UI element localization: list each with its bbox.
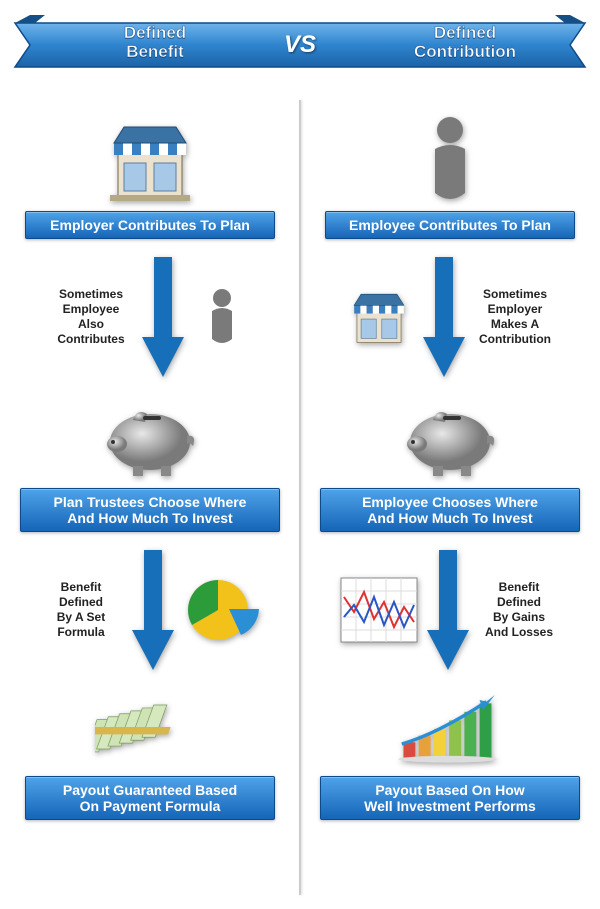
person-icon [192, 282, 252, 352]
banner-right-title: Defined Contribution [365, 23, 565, 61]
label-employer-contributes: Employer Contributes To Plan [25, 211, 275, 239]
line-chart-icon [339, 575, 419, 645]
down-arrow-icon [132, 550, 174, 670]
left-arrow-row-1: Sometimes Employee Also Contributes [12, 257, 288, 377]
right-column: Employee Contributes To Plan [300, 100, 600, 820]
storefront-icon [95, 112, 205, 207]
label-employee-contributes: Employee Contributes To Plan [325, 211, 575, 239]
header-banner: Defined Benefit VS Defined Contribution [0, 15, 600, 75]
note-set-formula: Benefit Defined By A Set Formula [39, 580, 124, 640]
bar-growth-icon [395, 682, 505, 772]
storefront-icon [343, 282, 415, 352]
note-gains-losses: Benefit Defined By Gains And Losses [477, 580, 562, 640]
label-trustees-choose: Plan Trustees Choose Where And How Much … [20, 488, 280, 532]
person-icon [395, 112, 505, 207]
label-payout-performance: Payout Based On How Well Investment Perf… [320, 776, 580, 820]
banner-left-title: Defined Benefit [55, 23, 255, 61]
left-column: Employer Contributes To Plan Sometimes E… [0, 100, 300, 820]
down-arrow-icon [142, 257, 184, 377]
cash-domino-icon [95, 682, 205, 772]
note-employer-contribution: Sometimes Employer Makes A Contribution [473, 287, 558, 347]
label-employee-chooses: Employee Chooses Where And How Much To I… [320, 488, 580, 532]
columns-container: Employer Contributes To Plan Sometimes E… [0, 100, 600, 820]
left-arrow-row-2: Benefit Defined By A Set Formula [12, 550, 288, 670]
right-arrow-row-2: Benefit Defined By Gains And Losses [312, 550, 588, 670]
piggy-bank-icon [395, 389, 505, 484]
note-employee-also: Sometimes Employee Also Contributes [49, 287, 134, 347]
down-arrow-icon [423, 257, 465, 377]
right-arrow-row-1: Sometimes Employer Makes A Contribution [312, 257, 588, 377]
piggy-bank-icon [95, 389, 205, 484]
banner-vs-label: VS [284, 31, 316, 59]
down-arrow-icon [427, 550, 469, 670]
pie-chart-icon [182, 575, 262, 645]
label-payout-guaranteed: Payout Guaranteed Based On Payment Formu… [25, 776, 275, 820]
